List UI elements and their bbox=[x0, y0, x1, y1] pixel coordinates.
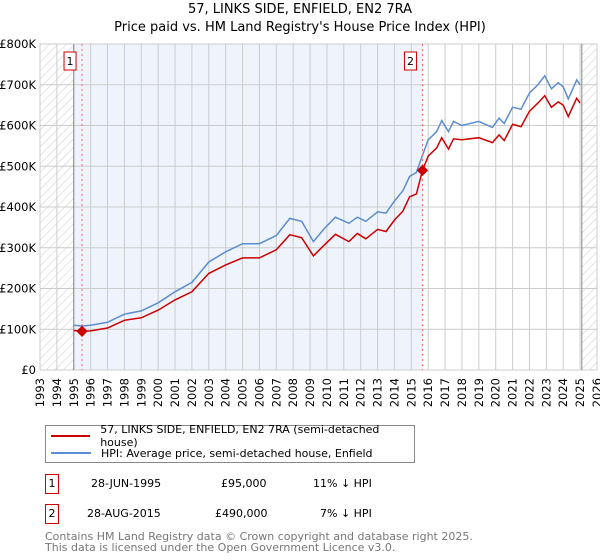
x-tick-label: 2000 bbox=[151, 378, 165, 407]
sale-number-box bbox=[403, 51, 417, 71]
x-tick-label: 2016 bbox=[421, 378, 435, 407]
legend-item-hpi: HPI: Average price, semi-detached house,… bbox=[46, 445, 373, 461]
x-tick-label: 2001 bbox=[168, 378, 182, 407]
legend-label: HPI: Average price, semi-detached house,… bbox=[101, 446, 373, 460]
y-tick-label: £300K bbox=[0, 241, 36, 255]
x-tick-label: 2023 bbox=[539, 378, 553, 407]
property-price-line bbox=[73, 94, 581, 333]
x-tick-label: 1998 bbox=[117, 378, 131, 407]
x-tick-label: 2007 bbox=[269, 378, 283, 407]
chart-subtitle: Price paid vs. HM Land Registry's House … bbox=[114, 20, 486, 35]
transaction-date: 28-JUN-1995 bbox=[91, 477, 162, 490]
transaction-row: 2 28-AUG-2015 £490,000 7% ↓ HPI bbox=[45, 504, 425, 524]
hpi-line bbox=[73, 74, 581, 327]
transaction-price: £490,000 bbox=[215, 507, 268, 520]
x-tick-label: 2025 bbox=[573, 378, 587, 407]
x-tick-label: 2020 bbox=[489, 378, 503, 407]
transaction-hpi: 7% ↓ HPI bbox=[320, 507, 372, 520]
x-tick-label: 2015 bbox=[404, 378, 418, 407]
x-tick-label: 2011 bbox=[337, 378, 351, 407]
transaction-number: 1 bbox=[45, 474, 59, 494]
transaction-price: £95,000 bbox=[221, 477, 267, 490]
legend-item-property: 57, LINKS SIDE, ENFIELD, EN2 7RA (semi-d… bbox=[46, 423, 414, 449]
x-tick-label: 1999 bbox=[134, 378, 148, 407]
x-tick-label: 1994 bbox=[50, 378, 64, 407]
sale-number-label: 1 bbox=[67, 55, 74, 68]
y-tick-label: £700K bbox=[0, 78, 36, 92]
legend-label: 57, LINKS SIDE, ENFIELD, EN2 7RA (semi-d… bbox=[100, 423, 380, 449]
y-tick-label: £500K bbox=[0, 159, 36, 173]
legend: 57, LINKS SIDE, ENFIELD, EN2 7RA (semi-d… bbox=[45, 423, 415, 463]
x-tick-label: 1993 bbox=[33, 378, 47, 407]
x-tick-label: 2026 bbox=[590, 378, 600, 407]
plot-border bbox=[39, 43, 598, 371]
y-tick-label: £100K bbox=[0, 322, 36, 336]
x-tick-label: 2009 bbox=[303, 378, 317, 407]
y-tick-label: £800K bbox=[0, 37, 36, 51]
x-tick-label: 2014 bbox=[387, 378, 401, 407]
legend-swatch-blue bbox=[51, 452, 91, 454]
x-tick-label: 2017 bbox=[438, 378, 452, 407]
transaction-number: 2 bbox=[45, 504, 59, 524]
x-tick-label: 2005 bbox=[236, 378, 250, 407]
x-tick-label: 2006 bbox=[252, 378, 266, 407]
x-tick-label: 1995 bbox=[67, 378, 81, 407]
legend-swatch-red bbox=[51, 435, 91, 437]
y-tick-label: £400K bbox=[0, 200, 36, 214]
x-tick-label: 2024 bbox=[556, 378, 570, 407]
transaction-row: 1 28-JUN-1995 £95,000 11% ↓ HPI bbox=[45, 474, 425, 494]
sale-point bbox=[416, 164, 429, 176]
x-tick-label: 2022 bbox=[522, 378, 536, 407]
y-tick-label: £0 bbox=[21, 363, 36, 377]
x-tick-label: 2008 bbox=[286, 378, 300, 407]
chart-title: 57, LINKS SIDE, ENFIELD, EN2 7RA bbox=[187, 2, 413, 17]
x-tick-label: 2013 bbox=[371, 378, 385, 407]
x-tick-label: 2018 bbox=[455, 378, 469, 407]
x-tick-label: 2003 bbox=[202, 378, 216, 407]
y-tick-label: £200K bbox=[0, 282, 36, 296]
footer-copyright: Contains HM Land Registry data © Crown c… bbox=[45, 530, 473, 543]
x-tick-label: 2004 bbox=[219, 378, 233, 407]
footer-license: This data is licensed under the Open Gov… bbox=[45, 541, 396, 554]
x-tick-label: 2019 bbox=[472, 378, 486, 407]
x-tick-label: 1997 bbox=[101, 378, 115, 407]
transaction-hpi: 11% ↓ HPI bbox=[313, 477, 372, 490]
x-tick-label: 2002 bbox=[185, 378, 199, 407]
y-tick-label: £600K bbox=[0, 119, 36, 133]
x-tick-label: 2012 bbox=[354, 378, 368, 407]
x-tick-label: 2021 bbox=[506, 378, 520, 407]
x-tick-label: 2010 bbox=[320, 378, 334, 407]
x-tick-label: 1996 bbox=[84, 378, 98, 407]
transaction-date: 28-AUG-2015 bbox=[87, 507, 161, 520]
sale-number-label: 2 bbox=[407, 55, 414, 68]
sale-number-box bbox=[63, 51, 77, 71]
